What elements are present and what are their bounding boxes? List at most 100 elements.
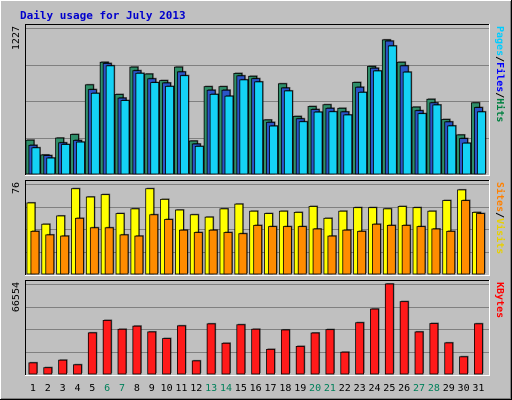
visits-bar-sites-day-2 [45,233,55,275]
visits-bar-sites-day-5 [89,226,100,275]
kbytes-bar-kbytes-day-11 [177,324,187,375]
kbytes-bar-kbytes-day-23 [355,321,365,375]
visits-bar-sites-day-3 [60,235,70,275]
hits-bar-pages-day-21 [328,110,338,175]
kbytes-legend: KBytes [494,282,505,318]
kbytes-bar-kbytes-day-2 [43,366,53,375]
legend-hits: Hits [494,98,506,122]
day-label-26: 26 [398,383,410,394]
day-label-24: 24 [368,383,380,394]
day-label-22: 22 [339,383,351,394]
visits-bar-sites-day-28 [431,228,441,275]
hits-bar-pages-day-18 [283,89,294,175]
visits-bar-sites-day-12 [193,231,204,275]
visits-bar-sites-day-4 [75,217,85,275]
visits-bar-sites-day-24 [372,223,382,275]
kbytes-bar-kbytes-day-7 [117,328,128,375]
day-label-10: 10 [161,383,173,394]
kbytes-bar-kbytes-day-29 [444,341,454,375]
kbytes-bar-kbytes-day-16 [251,328,261,375]
visits-bar-sites-day-31 [476,212,486,275]
day-label-21: 21 [324,383,336,394]
kbytes-bar-kbytes-day-8 [132,325,142,375]
kbytes-bar-kbytes-day-31 [474,322,484,375]
kbytes-bar-kbytes-day-22 [340,351,350,375]
day-label-5: 5 [89,383,95,394]
hits-bar-pages-day-30 [462,142,472,175]
visits-max-label: 76 [11,182,22,194]
visits-bar-sites-day-19 [297,225,308,275]
day-label-28: 28 [428,383,440,394]
visits-bar-sites-day-26 [401,224,412,275]
day-label-16: 16 [250,383,262,394]
hits-bar-pages-day-23 [358,91,368,175]
visits-bar-sites-day-18 [282,225,293,275]
legend-files: Files [494,62,506,92]
kbytes-bar-kbytes-day-20 [310,332,321,375]
visits-bar-sites-day-11 [179,229,189,275]
kbytes-max-label: 66554 [11,282,22,312]
hits-bar-pages-day-14 [224,95,234,175]
visits-bar-sites-day-22 [342,229,352,275]
hits-bar-pages-day-16 [254,80,264,175]
visits-bar-sites-day-27 [416,225,427,275]
day-label-25: 25 [383,383,395,394]
day-label-23: 23 [354,383,366,394]
visits-legend: Sites/Visits [494,182,506,254]
hits-bar-pages-day-29 [447,124,457,175]
day-label-7: 7 [119,383,125,394]
hits-bar-pages-day-27 [417,112,428,175]
kbytes-bar-kbytes-day-25 [384,283,395,375]
hits-bar-pages-day-19 [298,120,309,175]
visits-bar-sites-day-20 [312,228,323,275]
hits-bar-pages-day-6 [105,64,116,175]
day-label-18: 18 [279,383,291,394]
day-label-8: 8 [134,383,140,394]
kbytes-bar-kbytes-day-6 [102,319,113,375]
visits-bar-sites-day-30 [461,199,471,275]
hits-bar-pages-day-4 [76,141,86,175]
kbytes-bar-kbytes-day-1 [28,361,38,375]
kbytes-bar-kbytes-day-9 [147,330,157,375]
legend-sites: Sites [494,182,506,212]
kbytes-bar-kbytes-day-27 [414,330,425,375]
day-label-6: 6 [104,383,110,394]
day-label-27: 27 [413,383,425,394]
day-label-31: 31 [472,383,484,394]
hits-bar-pages-day-15 [239,78,249,175]
hits-bar-pages-day-5 [90,92,101,175]
hits-bar-pages-day-31 [477,110,487,175]
hits-legend: Pages/Files/Hits [494,26,506,122]
day-label-19: 19 [294,383,306,394]
kbytes-bar-kbytes-day-17 [266,348,276,375]
kbytes-bar-kbytes-day-28 [429,322,439,375]
kbytes-bar-kbytes-day-26 [399,300,410,375]
visits-bar-sites-day-14 [223,231,233,275]
day-label-2: 2 [45,383,51,394]
hits-bar-pages-day-2 [46,157,56,175]
hits-bar-pages-day-17 [269,125,279,175]
visits-bar-sites-day-10 [164,218,174,275]
hits-bar-pages-day-8 [135,72,145,175]
kbytes-bar-kbytes-day-13 [206,322,217,375]
kbytes-bar-kbytes-day-5 [87,331,98,375]
hits-bar-pages-day-22 [343,113,353,175]
hits-bar-pages-day-10 [165,85,175,175]
visits-bar-sites-day-7 [119,233,130,275]
day-label-3: 3 [60,383,66,394]
hits-bar-pages-day-28 [432,103,442,175]
kbytes-bar-kbytes-day-3 [58,359,68,375]
kbytes-bar-kbytes-day-14 [221,342,231,375]
day-label-30: 30 [458,383,470,394]
hits-bar-pages-day-20 [313,111,324,175]
hits-bar-pages-day-12 [194,145,205,175]
day-label-4: 4 [74,383,80,394]
legend-pages: Pages [494,26,505,56]
hits-bar-pages-day-24 [373,69,383,175]
kbytes-bar-kbytes-day-30 [459,355,469,375]
chart-title: Daily usage for July 2013 [20,9,186,22]
day-label-20: 20 [309,383,321,394]
kbytes-bar-kbytes-day-24 [370,308,380,375]
visits-bar-sites-day-15 [238,232,248,275]
day-label-13: 13 [205,383,217,394]
